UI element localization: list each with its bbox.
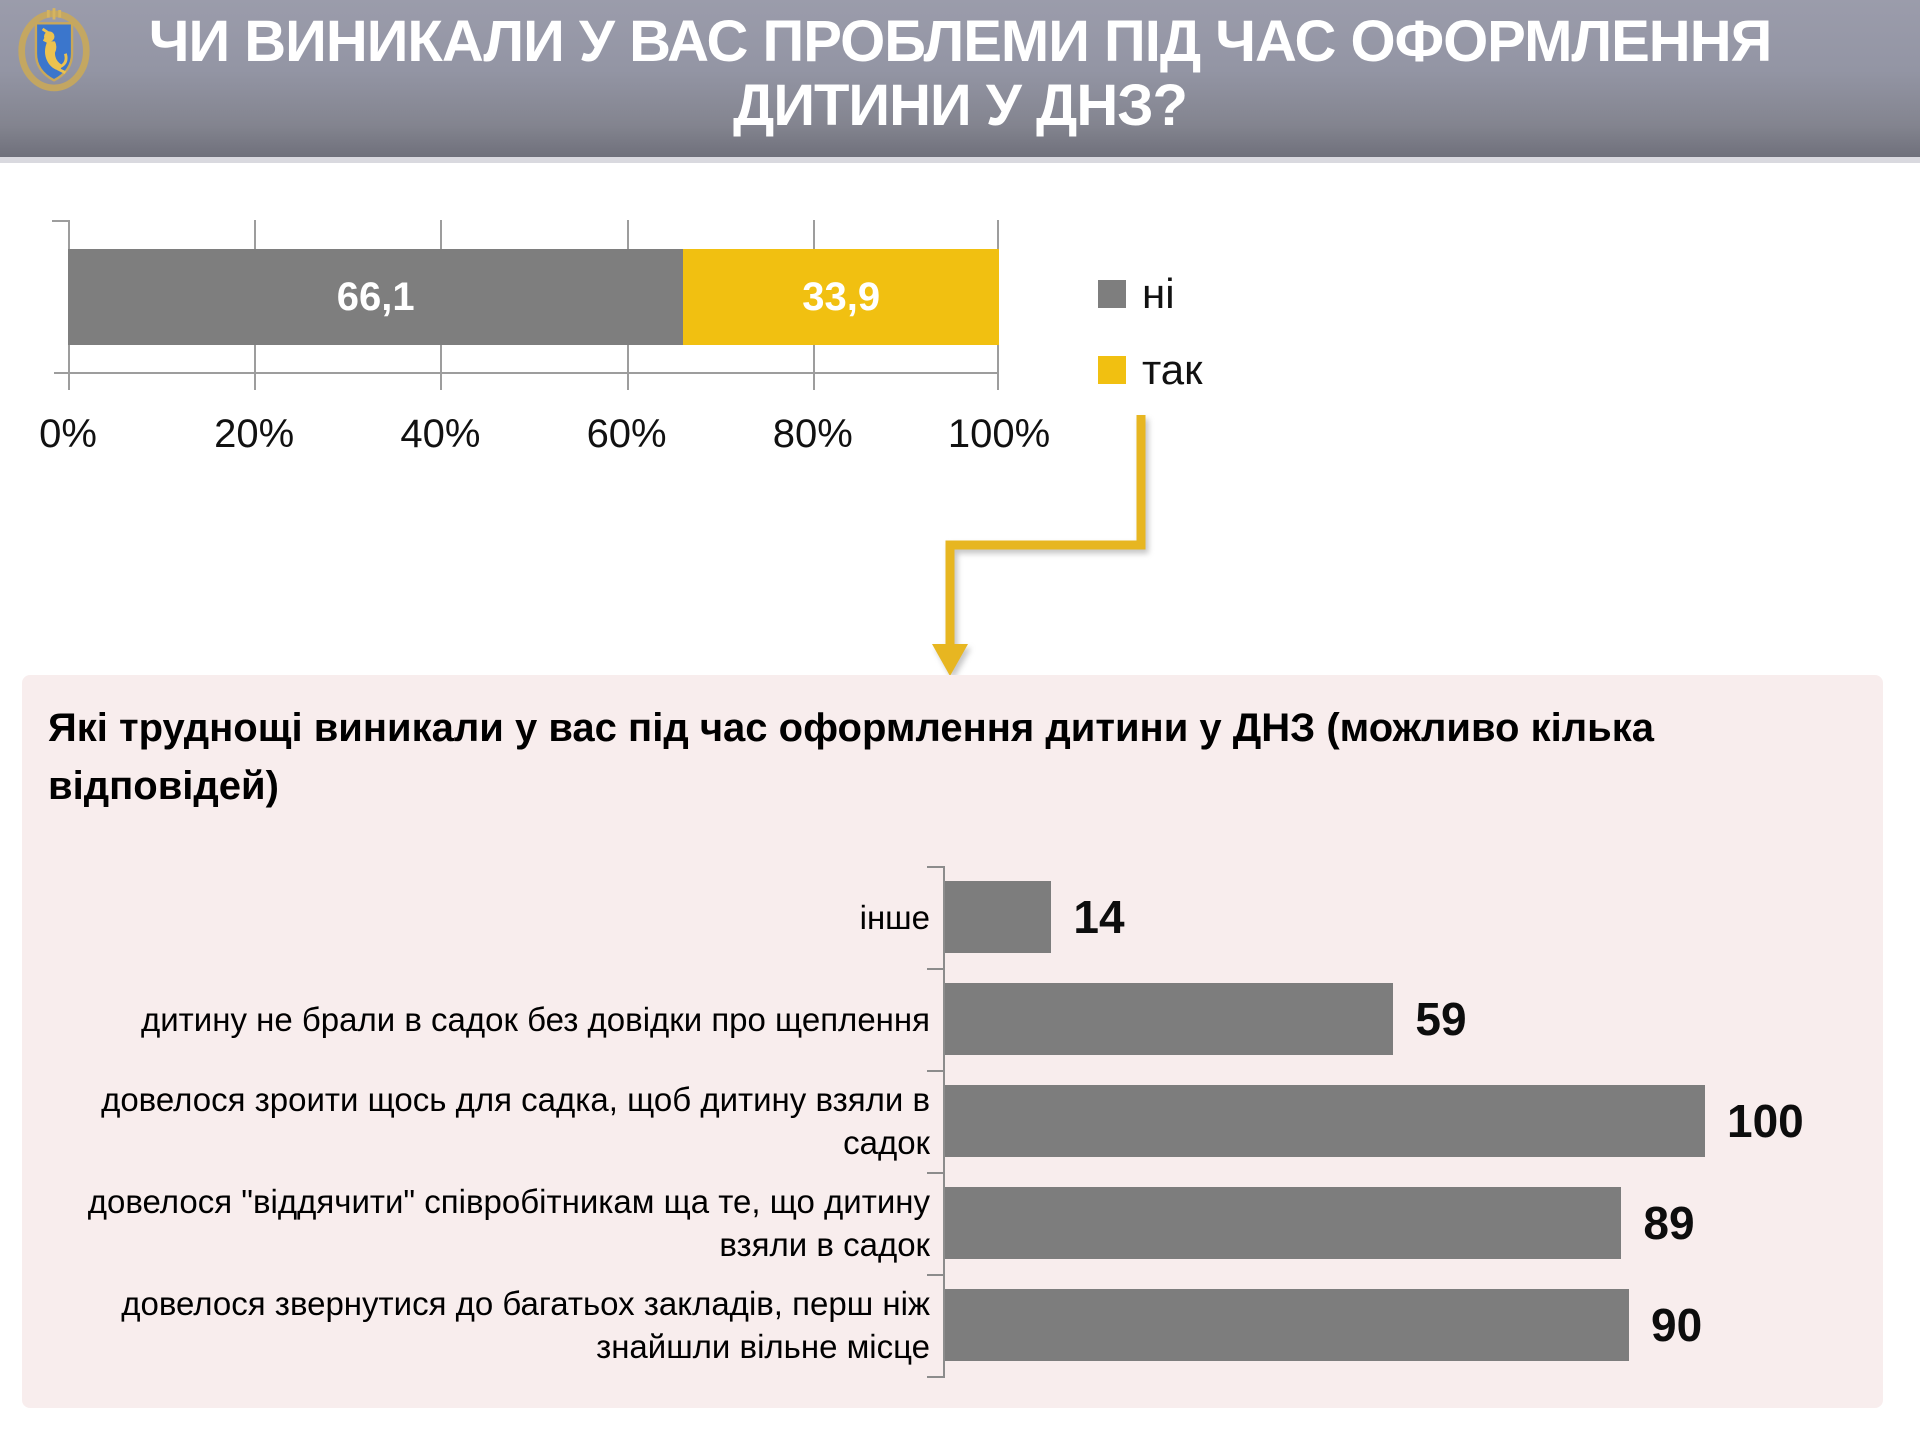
x-tick-label: 40% — [400, 412, 481, 456]
legend-swatch-yes — [1098, 356, 1126, 384]
bar — [945, 881, 1052, 953]
x-tick-label: 0% — [39, 412, 97, 456]
y-axis-tick — [927, 1070, 943, 1072]
legend-item-yes: так — [1098, 346, 1203, 393]
bar-segment-no: 66,1 — [68, 249, 684, 345]
page-title: ЧИ ВИНИКАЛИ У ВАС ПРОБЛЕМИ ПІД ЧАС ОФОРМ… — [148, 9, 1773, 138]
bar-row: довелося звернутися до багатьох закладів… — [22, 1274, 1883, 1376]
x-axis-tick — [997, 373, 999, 390]
detail-panel: Які труднощі виникали у вас під час офор… — [22, 675, 1883, 1408]
x-axis-labels: 0% 20% 40% 60% 80% 100% — [39, 412, 1050, 462]
y-axis-tick — [927, 1274, 943, 1276]
x-tick-label: 80% — [772, 412, 853, 456]
legend: ні так — [1098, 270, 1203, 424]
axis-bracket — [52, 220, 68, 222]
bar-segment-yes: 33,9 — [683, 249, 999, 345]
legend-item-no: ні — [1098, 270, 1203, 317]
bar — [945, 1085, 1705, 1157]
x-tick-label: 60% — [586, 412, 667, 456]
category-label: довелося "віддячити" співробітникам ща т… — [87, 1183, 930, 1263]
x-tick-label: 100% — [947, 412, 1051, 456]
bar-row: довелося "віддячити" співробітникам ща т… — [22, 1172, 1883, 1274]
x-axis — [54, 372, 999, 374]
stacked-bar: 66,1 33,9 — [68, 249, 999, 345]
bar-row: дитину не брали в садок без довідки про … — [22, 968, 1883, 1070]
bar-value: 100 — [1727, 1095, 1804, 1147]
y-axis-tick — [927, 968, 943, 970]
bar-value: 90 — [1651, 1299, 1703, 1351]
category-label: інше — [859, 898, 930, 936]
x-axis-tick — [812, 373, 815, 390]
x-tick-label: 20% — [214, 412, 295, 456]
y-axis-tick — [927, 866, 943, 868]
bar — [945, 1187, 1622, 1259]
bar-value: 89 — [1643, 1197, 1695, 1249]
arrow-connector-icon — [932, 415, 1146, 676]
bar-value: 59 — [1415, 993, 1467, 1045]
y-axis-tick — [927, 1172, 943, 1174]
x-axis-tick — [254, 373, 257, 390]
bar — [945, 1289, 1629, 1361]
legend-swatch-no — [1098, 280, 1126, 308]
segment-value: 66,1 — [336, 274, 415, 319]
y-axis — [943, 866, 945, 1378]
bar — [945, 983, 1394, 1055]
header: ЧИ ВИНИКАЛИ У ВАС ПРОБЛЕМИ ПІД ЧАС ОФОРМ… — [0, 0, 1920, 163]
category-label: довелося зроити щось для садка, щоб дити… — [101, 1081, 930, 1161]
legend-label: ні — [1142, 270, 1175, 317]
category-label: дитину не брали в садок без довідки про … — [140, 1000, 930, 1038]
bar-row: довелося зроити щось для садка, щоб дити… — [22, 1070, 1883, 1172]
problems-stacked-chart: 66,1 33,9 0% 20% 40% 60% 80% 100% — [39, 220, 1050, 456]
x-axis-tick — [626, 373, 629, 390]
bar-row: інше 14 — [22, 866, 1883, 968]
x-axis-tick — [440, 373, 443, 390]
y-axis-tick — [927, 1376, 943, 1378]
bar-value: 14 — [1073, 891, 1125, 943]
legend-label: так — [1142, 346, 1203, 393]
coat-of-arms-icon — [18, 8, 90, 92]
detail-panel-title: Які труднощі виникали у вас під час офор… — [48, 706, 1654, 808]
difficulties-bar-chart: інше 14 дитину не брали в садок без дові… — [22, 866, 1883, 1378]
category-label: довелося звернутися до багатьох закладів… — [121, 1285, 930, 1365]
x-axis-tick — [68, 373, 70, 390]
segment-value: 33,9 — [802, 274, 881, 319]
